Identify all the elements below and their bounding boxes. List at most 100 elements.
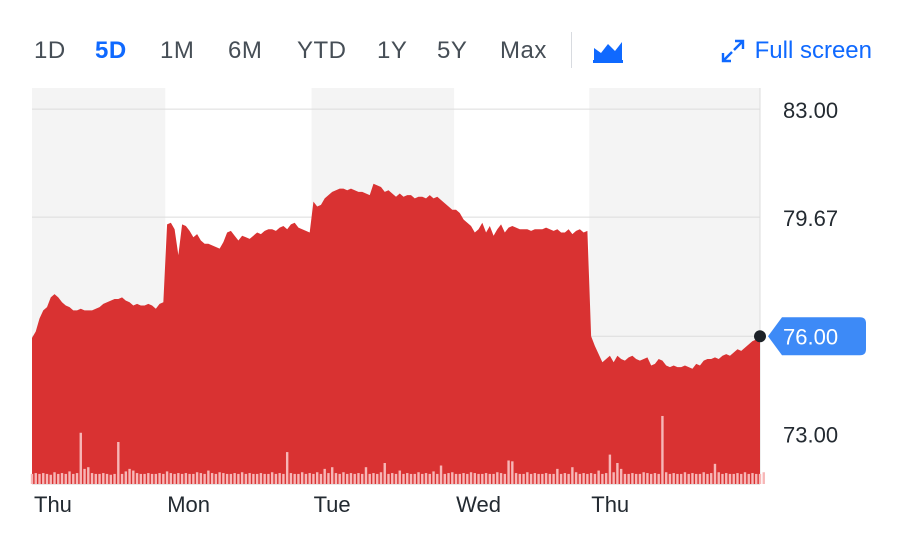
volume-bar [499, 473, 503, 484]
volume-bar [394, 473, 398, 484]
volume-bar [282, 473, 285, 484]
volume-bar [443, 473, 446, 484]
volume-bar [376, 473, 379, 484]
volume-bar [353, 473, 356, 484]
volume-bar [593, 473, 597, 484]
volume-bar [698, 473, 702, 484]
volume-bar [162, 473, 165, 484]
volume-bar [289, 473, 293, 484]
x-day-label: Thu [34, 492, 72, 517]
volume-bar [72, 473, 75, 484]
volume-bar [42, 473, 45, 484]
volume-bar [743, 472, 747, 484]
volume-bar [567, 473, 570, 484]
volume-bar [278, 473, 281, 484]
volume-bar [586, 473, 589, 484]
volume-bar [285, 452, 289, 484]
volume-bar [680, 473, 683, 484]
volume-bar [469, 472, 473, 484]
volume-bar [165, 471, 169, 484]
volume-bar [417, 472, 420, 484]
volume-bar [537, 473, 540, 484]
volume-bar [248, 473, 251, 484]
range-tab-5d[interactable]: 5D [95, 37, 127, 64]
volume-bar [158, 473, 161, 484]
range-tab-max[interactable]: Max [500, 37, 547, 64]
volume-bar [102, 473, 105, 484]
volume-bar [661, 415, 664, 484]
volume-bar [713, 463, 717, 484]
volume-bar [751, 473, 754, 484]
volume-bar [334, 473, 338, 484]
volume-bar [691, 473, 694, 484]
volume-bar [398, 470, 401, 484]
volume-bar [492, 473, 495, 484]
volume-bar [687, 473, 690, 484]
volume-bar [406, 473, 409, 484]
volume-bar [274, 473, 278, 484]
current-price-dot [754, 330, 766, 343]
range-tab-1d[interactable]: 1D [34, 37, 66, 64]
range-tab-ytd[interactable]: YTD [297, 37, 347, 64]
expand-arrows-icon [721, 39, 745, 63]
volume-bar [503, 473, 507, 484]
volume-bar [616, 463, 619, 484]
volume-bar [75, 473, 79, 484]
volume-bar [240, 472, 244, 484]
volume-bar [481, 473, 484, 484]
fullscreen-label: Full screen [754, 37, 872, 64]
fullscreen-button[interactable]: Full screen [721, 34, 872, 68]
volume-bar [293, 473, 296, 484]
volume-bar [668, 473, 672, 484]
volume-bar [222, 473, 225, 484]
volume-bar [529, 473, 533, 484]
range-tab-6m[interactable]: 6M [228, 37, 263, 64]
volume-bar [402, 473, 405, 484]
volume-bar [556, 468, 559, 484]
volume-bar [45, 473, 49, 484]
volume-bar [571, 467, 574, 484]
volume-bar [229, 473, 233, 484]
price-chart[interactable]: 83.00 79.67 73.00 Thu Mon Tue Wed Thu 76.00 [0, 80, 922, 550]
volume-bar [383, 463, 386, 484]
volume-bar [364, 467, 368, 484]
volume-bar [267, 473, 270, 484]
volume-bar [30, 473, 34, 484]
volume-bar [758, 473, 762, 484]
x-day-label: Thu [591, 492, 629, 517]
volume-bar [323, 468, 326, 484]
volume-bar [316, 472, 319, 484]
x-day-label: Wed [456, 492, 501, 517]
volume-bar [623, 473, 627, 484]
volume-bar [762, 472, 765, 484]
x-day-label: Tue [314, 492, 351, 517]
volume-bar [68, 471, 71, 484]
volume-bar [113, 473, 116, 484]
volume-bar [533, 473, 537, 484]
volume-bar [458, 473, 461, 484]
volume-bar [732, 473, 735, 484]
volume-bar [132, 470, 135, 484]
volume-bar [135, 473, 139, 484]
range-tab-5y[interactable]: 5Y [437, 37, 468, 64]
volume-bar [263, 473, 266, 484]
volume-bar [98, 473, 101, 484]
volume-bar [346, 473, 349, 484]
volume-bar [169, 473, 173, 484]
range-tab-1y[interactable]: 1Y [377, 37, 408, 64]
volume-bar [195, 472, 199, 484]
mountain-chart-icon[interactable] [592, 36, 624, 64]
volume-bar [755, 473, 758, 484]
volume-bar [184, 473, 188, 484]
volume-bar [87, 467, 90, 484]
volume-bar [462, 473, 465, 484]
price-area [32, 183, 760, 484]
volume-bar [319, 473, 323, 484]
volume-bar [255, 473, 259, 484]
volume-bar [49, 474, 52, 484]
x-axis: Thu Mon Tue Wed Thu [34, 492, 629, 517]
y-tick-label: 83.00 [783, 98, 838, 123]
volume-bar [128, 468, 131, 484]
range-tab-1m[interactable]: 1M [160, 37, 195, 64]
volume-bar [710, 473, 713, 484]
